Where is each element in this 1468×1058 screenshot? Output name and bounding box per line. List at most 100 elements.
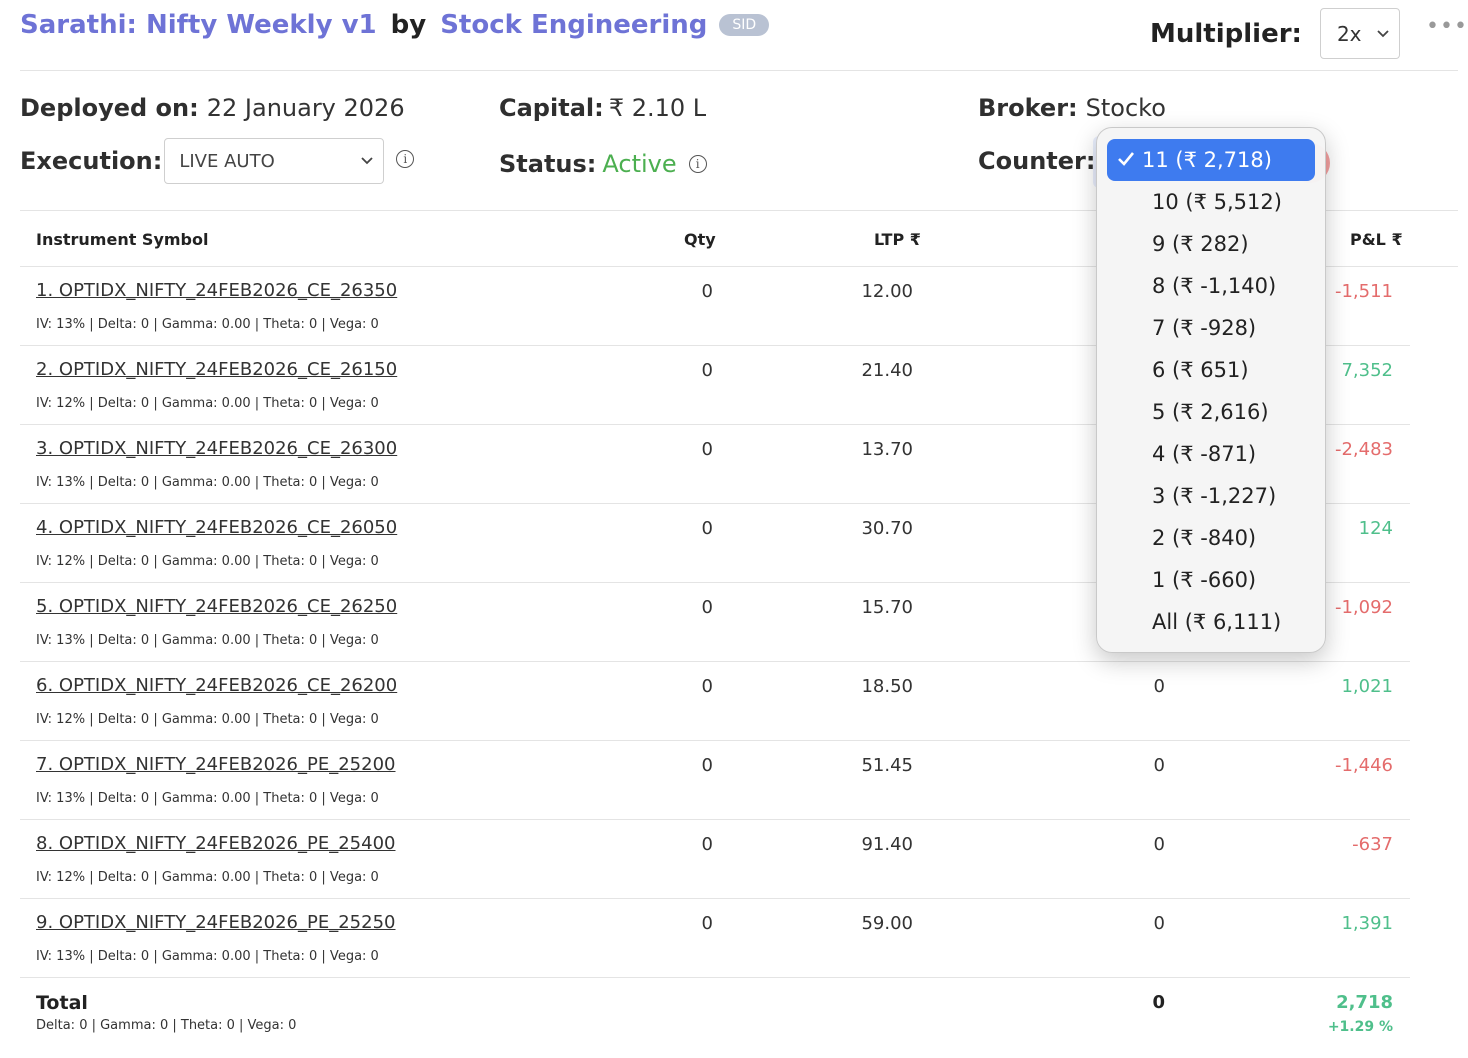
greeks-text: IV: 13% | Delta: 0 | Gamma: 0.00 | Theta…	[36, 475, 379, 490]
counter-option-label: 10 (₹ 5,512)	[1152, 190, 1282, 214]
greeks-text: IV: 12% | Delta: 0 | Gamma: 0.00 | Theta…	[36, 396, 379, 411]
info-icon[interactable]: i	[688, 155, 707, 173]
execution-value: LIVE AUTO	[179, 150, 275, 172]
page-header: Sarathi: Nifty Weekly v1 by Stock Engine…	[20, 0, 1467, 71]
chevron-down-icon	[1377, 29, 1389, 37]
counter-option[interactable]: 6 (₹ 651)	[1107, 349, 1315, 391]
table-row: 1. OPTIDX_NIFTY_24FEB2026_CE_26350 IV: 13…	[20, 267, 1410, 346]
mid-cell: 0	[1153, 676, 1165, 697]
instrument-symbol-link[interactable]: 7. OPTIDX_NIFTY_24FEB2026_PE_25200	[36, 754, 396, 775]
instrument-symbol-link[interactable]: 4. OPTIDX_NIFTY_24FEB2026_CE_26050	[36, 517, 398, 538]
table-row: 5. OPTIDX_NIFTY_24FEB2026_CE_26250 IV: 13…	[20, 583, 1410, 662]
greeks-text: IV: 13% | Delta: 0 | Gamma: 0.00 | Theta…	[36, 949, 379, 964]
counter-option[interactable]: 7 (₹ -928)	[1107, 307, 1315, 349]
ltp-cell: 13.70	[861, 439, 913, 460]
counter-option-label: All (₹ 6,111)	[1152, 610, 1282, 634]
deployed-on: Deployed on: 22 January 2026	[20, 94, 405, 122]
broker-value: Stocko	[1085, 94, 1166, 122]
qty-cell: 0	[701, 281, 713, 302]
pnl-cell: 7,352	[1341, 360, 1393, 381]
pnl-cell: 124	[1358, 518, 1393, 539]
pnl-cell: -1,511	[1334, 281, 1393, 302]
counter-option[interactable]: All (₹ 6,111)	[1107, 601, 1315, 643]
table-row: 6. OPTIDX_NIFTY_24FEB2026_CE_26200 IV: 12…	[20, 662, 1410, 741]
table-row: 9. OPTIDX_NIFTY_24FEB2026_PE_25250 IV: 13…	[20, 899, 1410, 978]
header-symbol: Instrument Symbol	[36, 230, 209, 249]
qty-cell: 0	[701, 676, 713, 697]
table-header: Instrument Symbol Qty LTP ₹ P&L ₹	[20, 210, 1458, 267]
instrument-symbol-link[interactable]: 3. OPTIDX_NIFTY_24FEB2026_CE_26300	[36, 438, 398, 459]
execution-select[interactable]: LIVE AUTO	[164, 138, 385, 184]
total-greeks: Delta: 0 | Gamma: 0 | Theta: 0 | Vega: 0	[36, 1018, 297, 1033]
counter-option[interactable]: 1 (₹ -660)	[1107, 559, 1315, 601]
header-ltp: LTP ₹	[874, 230, 921, 249]
by-text: by	[390, 10, 427, 40]
status-label: Status:	[499, 150, 597, 178]
greeks-text: IV: 13% | Delta: 0 | Gamma: 0.00 | Theta…	[36, 633, 379, 648]
total-label: Total	[36, 992, 88, 1014]
counter-option[interactable]: 2 (₹ -840)	[1107, 517, 1315, 559]
instrument-symbol-link[interactable]: 5. OPTIDX_NIFTY_24FEB2026_CE_26250	[36, 596, 398, 617]
more-horizontal-icon[interactable]: •••	[1426, 14, 1468, 39]
ltp-cell: 21.40	[861, 360, 913, 381]
counter-option[interactable]: 3 (₹ -1,227)	[1107, 475, 1315, 517]
counter-option[interactable]: 8 (₹ -1,140)	[1107, 265, 1315, 307]
strategy-name[interactable]: Sarathi: Nifty Weekly v1	[20, 10, 377, 40]
total-mid-value: 0	[1152, 992, 1165, 1013]
instrument-symbol-link[interactable]: 9. OPTIDX_NIFTY_24FEB2026_PE_25250	[36, 912, 396, 933]
qty-cell: 0	[701, 597, 713, 618]
mid-cell: 0	[1153, 755, 1165, 776]
capital-value: ₹ 2.10 L	[608, 94, 707, 122]
ltp-cell: 12.00	[861, 281, 913, 302]
pnl-cell: 1,391	[1341, 913, 1393, 934]
ltp-cell: 91.40	[861, 834, 913, 855]
deployed-label: Deployed on:	[20, 94, 199, 122]
counter-option-label: 4 (₹ -871)	[1152, 442, 1257, 466]
ltp-cell: 15.70	[861, 597, 913, 618]
table-row: 3. OPTIDX_NIFTY_24FEB2026_CE_26300 IV: 13…	[20, 425, 1410, 504]
greeks-text: IV: 13% | Delta: 0 | Gamma: 0.00 | Theta…	[36, 791, 379, 806]
ltp-cell: 59.00	[861, 913, 913, 934]
instrument-symbol-link[interactable]: 1. OPTIDX_NIFTY_24FEB2026_CE_26350	[36, 280, 398, 301]
mid-cell: 0	[1153, 834, 1165, 855]
greeks-text: IV: 12% | Delta: 0 | Gamma: 0.00 | Theta…	[36, 554, 379, 569]
instrument-symbol-link[interactable]: 2. OPTIDX_NIFTY_24FEB2026_CE_26150	[36, 359, 398, 380]
multiplier-select[interactable]: 2x	[1319, 8, 1400, 59]
multiplier-label: Multiplier:	[1150, 18, 1302, 49]
counter-option-label: 3 (₹ -1,227)	[1152, 484, 1277, 508]
pnl-cell: -2,483	[1334, 439, 1393, 460]
info-icon[interactable]: i	[396, 150, 415, 168]
mid-cell: 0	[1153, 913, 1165, 934]
total-pnl: 2,718	[1336, 992, 1393, 1013]
counter-option-label: 1 (₹ -660)	[1152, 568, 1257, 592]
table-body: 1. OPTIDX_NIFTY_24FEB2026_CE_26350 IV: 13…	[20, 267, 1458, 978]
table-row: 7. OPTIDX_NIFTY_24FEB2026_PE_25200 IV: 13…	[20, 741, 1410, 820]
chevron-down-icon	[361, 157, 373, 165]
pnl-cell: -637	[1352, 834, 1393, 855]
counter-option[interactable]: 10 (₹ 5,512)	[1107, 181, 1315, 223]
instrument-symbol-link[interactable]: 8. OPTIDX_NIFTY_24FEB2026_PE_25400	[36, 833, 396, 854]
header-pnl: P&L ₹	[1350, 230, 1403, 249]
counter-option[interactable]: 5 (₹ 2,616)	[1107, 391, 1315, 433]
qty-cell: 0	[701, 913, 713, 934]
deployed-value: 22 January 2026	[206, 94, 405, 122]
counter-option-label: 9 (₹ 282)	[1152, 232, 1249, 256]
capital: Capital: ₹ 2.10 L	[499, 94, 706, 122]
qty-cell: 0	[701, 755, 713, 776]
qty-cell: 0	[701, 518, 713, 539]
ltp-cell: 51.45	[861, 755, 913, 776]
author-link[interactable]: Stock Engineering	[440, 10, 708, 40]
broker: Broker: Stocko	[978, 94, 1166, 122]
counter-option-label: 11 (₹ 2,718)	[1142, 148, 1272, 172]
multiplier-value: 2x	[1336, 21, 1362, 46]
counter-option[interactable]: 9 (₹ 282)	[1107, 223, 1315, 265]
counter-option[interactable]: 4 (₹ -871)	[1107, 433, 1315, 475]
instrument-symbol-link[interactable]: 6. OPTIDX_NIFTY_24FEB2026_CE_26200	[36, 675, 398, 696]
total-row: Total Delta: 0 | Gamma: 0 | Theta: 0 | V…	[20, 978, 1410, 1048]
counter-label: Counter:	[978, 147, 1096, 175]
pnl-cell: -1,446	[1334, 755, 1393, 776]
greeks-text: IV: 12% | Delta: 0 | Gamma: 0.00 | Theta…	[36, 712, 379, 727]
counter-option[interactable]: 11 (₹ 2,718)	[1107, 139, 1315, 181]
execution: Execution: LIVE AUTO i	[20, 138, 415, 184]
multiplier-control: Multiplier: 2x	[1150, 8, 1400, 59]
